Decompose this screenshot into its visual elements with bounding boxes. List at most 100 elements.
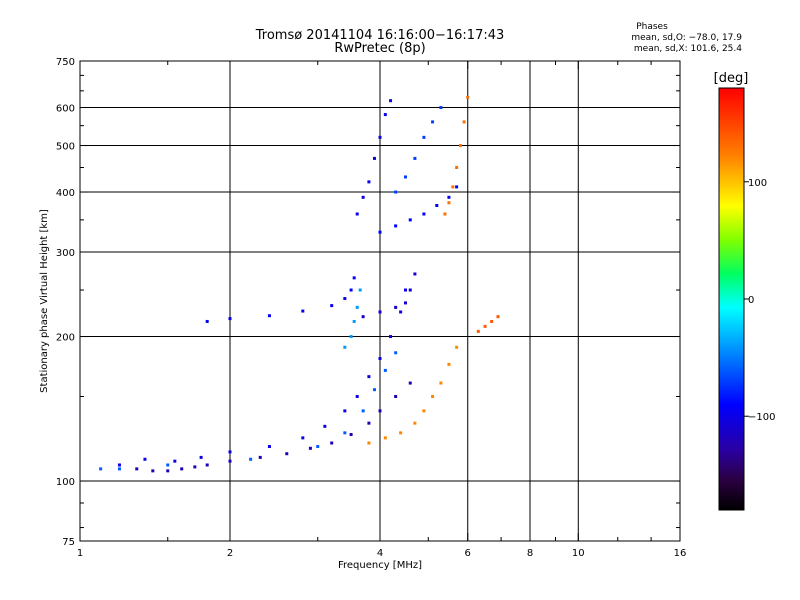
data-point (378, 310, 382, 314)
data-point (99, 467, 103, 471)
x-tick-label: 4 (377, 548, 383, 559)
data-point (349, 288, 353, 292)
data-point (435, 203, 439, 207)
phase-info-o: mean, sd,O: −78.0, 17.9 (631, 33, 742, 43)
data-point (166, 469, 170, 473)
data-point (355, 395, 359, 399)
data-point (399, 431, 403, 435)
data-point (199, 455, 203, 459)
data-point (151, 469, 155, 473)
data-point (394, 351, 398, 355)
colorbar-unit: [deg] (714, 71, 749, 86)
data-point (476, 329, 480, 333)
data-point (349, 433, 353, 437)
data-point (367, 421, 371, 425)
x-tick-label: 2 (227, 548, 233, 559)
data-point (343, 297, 347, 301)
data-point (455, 185, 459, 189)
data-point (361, 315, 365, 319)
data-point (173, 459, 177, 463)
data-point (267, 314, 271, 318)
colorbar-ticks: 100 0 −100 (744, 178, 775, 423)
phase-info-heading: Phases (636, 22, 668, 32)
data-point (394, 305, 398, 309)
data-point (117, 467, 121, 471)
colorbar-tick-label: 100 (748, 178, 767, 189)
data-point (422, 135, 426, 139)
data-point (403, 288, 407, 292)
data-point (496, 315, 500, 319)
x-tick-label: 1 (77, 548, 83, 559)
data-point (323, 424, 327, 428)
data-point (258, 455, 262, 459)
data-point (383, 368, 387, 372)
y-axis-ticks: 75 100 200 300 400 500 600 750 (56, 57, 680, 548)
data-point (443, 212, 447, 216)
data-point (431, 395, 435, 399)
colorbar-tick-label: 0 (748, 295, 754, 306)
data-point (135, 467, 139, 471)
data-point (490, 319, 494, 323)
data-point (343, 345, 347, 349)
data-point (205, 319, 209, 323)
phase-info: Phases mean, sd,O: −78.0, 17.9 mean, sd,… (562, 22, 742, 55)
data-point (447, 362, 451, 366)
data-point (378, 356, 382, 360)
y-tick-label: 750 (56, 57, 75, 68)
data-point (455, 165, 459, 169)
y-axis-label: Stationary phase Virtual Height [km] (39, 209, 50, 393)
y-tick-label: 300 (56, 248, 75, 259)
y-tick-label: 500 (56, 142, 75, 153)
data-point (413, 272, 417, 276)
data-point (193, 465, 197, 469)
data-point (378, 230, 382, 234)
chart-title-line2: RwPretec (8p) (334, 41, 426, 56)
data-point (367, 375, 371, 379)
data-point (343, 409, 347, 413)
data-point (361, 409, 365, 413)
data-point (373, 388, 377, 392)
data-point (383, 113, 387, 117)
data-point (228, 450, 232, 454)
data-point (143, 457, 147, 461)
y-tick-label: 75 (62, 537, 75, 548)
data-point (355, 212, 359, 216)
data-point (285, 452, 289, 456)
data-point (422, 212, 426, 216)
data-point (413, 156, 417, 160)
data-point (389, 99, 393, 103)
data-point (117, 463, 121, 467)
data-point (330, 304, 334, 308)
y-tick-label: 600 (56, 104, 75, 115)
data-point (408, 288, 412, 292)
data-point (367, 441, 371, 445)
data-point (394, 224, 398, 228)
data-point (483, 324, 487, 328)
data-point (394, 395, 398, 399)
phase-info-x: mean, sd,X: 101.6, 25.4 (633, 44, 742, 54)
colorbar-tick-label: −100 (748, 412, 775, 423)
data-point (408, 218, 412, 222)
data-point (439, 106, 443, 110)
x-tick-label: 16 (674, 548, 687, 559)
x-tick-label: 8 (527, 548, 533, 559)
data-point (462, 120, 466, 124)
data-point (355, 305, 359, 309)
data-point (205, 463, 209, 467)
data-point (447, 201, 451, 205)
data-point (422, 409, 426, 413)
data-point (373, 156, 377, 160)
data-point (308, 446, 312, 450)
data-point (403, 301, 407, 305)
data-point (378, 409, 382, 413)
data-point (180, 467, 184, 471)
data-point (367, 180, 371, 184)
data-point (447, 195, 451, 199)
data-point (267, 445, 271, 449)
x-tick-label: 10 (572, 548, 585, 559)
y-tick-label: 400 (56, 188, 75, 199)
data-point (399, 310, 403, 314)
data-point (228, 317, 232, 321)
data-point (301, 309, 305, 313)
data-point (458, 144, 462, 148)
